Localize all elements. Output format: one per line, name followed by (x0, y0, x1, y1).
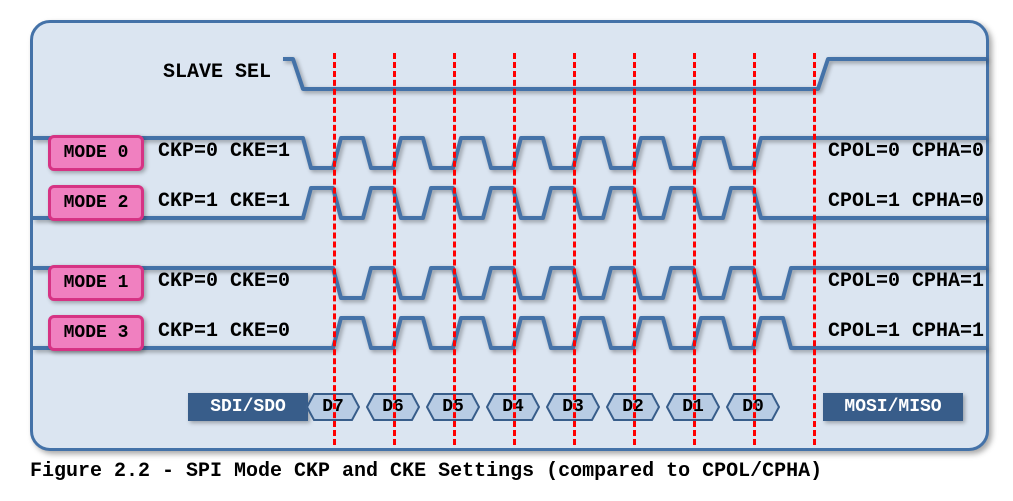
ckp-cke-label: CKP=1 CKE=1 (158, 190, 290, 213)
mode-badge-mode3: MODE 3 (48, 315, 144, 351)
data-bit-d5: D5 (426, 393, 480, 421)
data-bit-d4: D4 (486, 393, 540, 421)
cpol-cpha-label: CPOL=1 CPHA=1 (828, 320, 984, 343)
cpol-cpha-label: CPOL=0 CPHA=0 (828, 140, 984, 163)
cpol-cpha-label: CPOL=1 CPHA=0 (828, 190, 984, 213)
ckp-cke-label: CKP=1 CKE=0 (158, 320, 290, 343)
data-bit-d1: D1 (666, 393, 720, 421)
figure-caption: Figure 2.2 - SPI Mode CKP and CKE Settin… (30, 460, 822, 483)
data-bit-d0: D0 (726, 393, 780, 421)
timing-marker-1 (393, 53, 396, 445)
cpol-cpha-label: CPOL=0 CPHA=1 (828, 270, 984, 293)
mosi-miso-box: MOSI/MISO (823, 393, 963, 421)
mode-badge-mode1: MODE 1 (48, 265, 144, 301)
timing-marker-4 (573, 53, 576, 445)
data-bit-d2: D2 (606, 393, 660, 421)
timing-marker-5 (633, 53, 636, 445)
data-bit-d3: D3 (546, 393, 600, 421)
diagram-panel: SLAVE SEL MODE 0 CKP=0 CKE=1 CPOL=0 CPHA=0… (30, 20, 989, 451)
data-bit-d6: D6 (366, 393, 420, 421)
timing-marker-0 (333, 53, 336, 445)
data-bit-d7: D7 (306, 393, 360, 421)
slave-sel-label: SLAVE SEL (163, 61, 271, 84)
sdi-sdo-box: SDI/SDO (188, 393, 308, 421)
timing-marker-8 (813, 53, 816, 445)
timing-marker-7 (753, 53, 756, 445)
ckp-cke-label: CKP=0 CKE=1 (158, 140, 290, 163)
mode-badge-mode0: MODE 0 (48, 135, 144, 171)
timing-marker-3 (513, 53, 516, 445)
timing-marker-2 (453, 53, 456, 445)
ckp-cke-label: CKP=0 CKE=0 (158, 270, 290, 293)
mode-badge-mode2: MODE 2 (48, 185, 144, 221)
timing-marker-6 (693, 53, 696, 445)
